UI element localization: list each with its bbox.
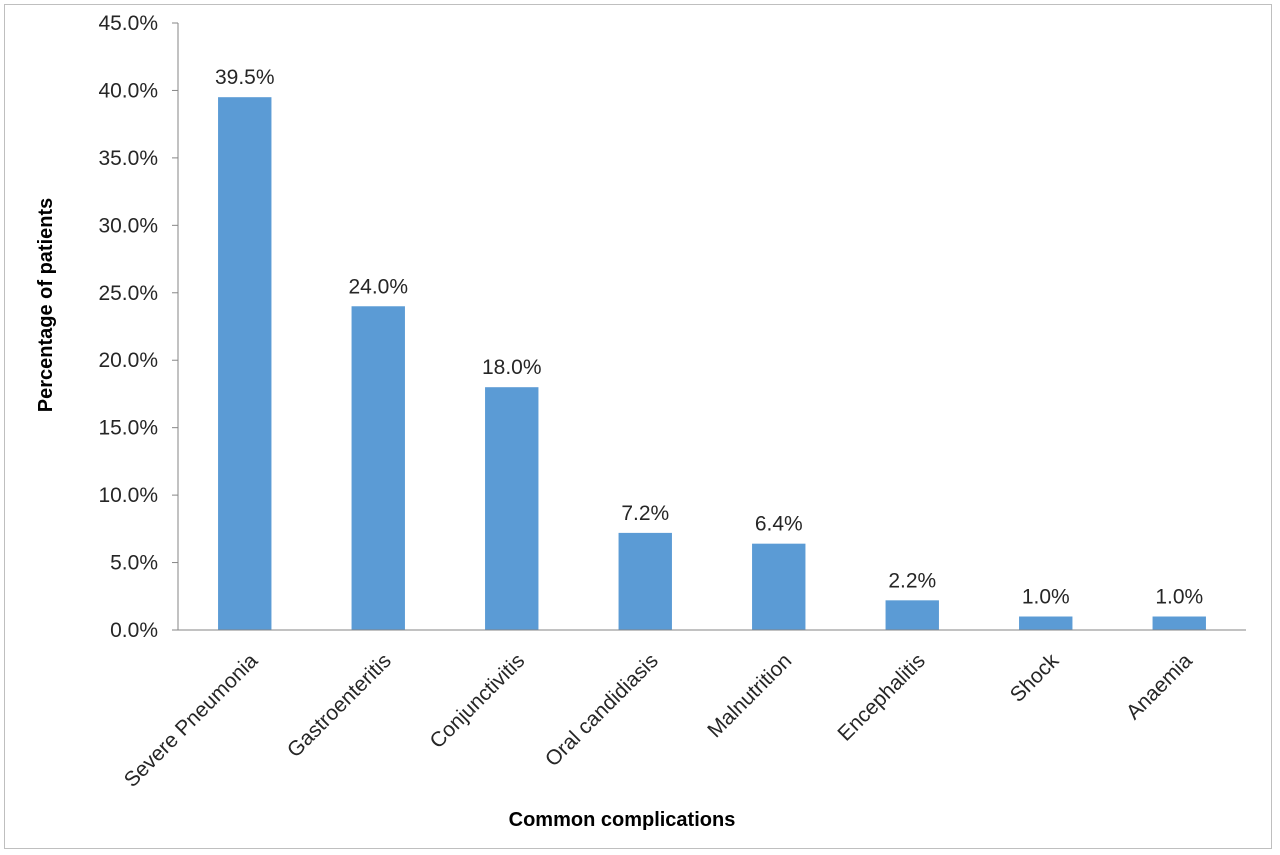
data-label: 18.0% — [482, 356, 542, 379]
bar — [218, 97, 272, 630]
data-label: 1.0% — [1022, 586, 1070, 609]
y-tick-label: 45.0% — [98, 12, 158, 35]
bar — [885, 600, 939, 630]
bar — [618, 532, 672, 630]
data-label: 24.0% — [348, 275, 408, 298]
data-label: 39.5% — [215, 66, 275, 89]
bar — [1019, 616, 1073, 630]
data-label: 6.4% — [755, 513, 803, 536]
bar — [351, 306, 405, 630]
bar — [1152, 616, 1206, 630]
x-tick-label: Encephalitis — [833, 649, 929, 745]
y-tick-label: 30.0% — [98, 214, 158, 237]
x-tick-label: Gastroenteritis — [283, 649, 396, 762]
x-axis-title: Common complications — [509, 809, 736, 831]
y-axis-title: Percentage of patients — [35, 198, 57, 413]
y-tick-label: 35.0% — [98, 147, 158, 170]
y-tick-label: 15.0% — [98, 417, 158, 440]
y-tick-label: 40.0% — [98, 79, 158, 102]
x-tick-label: Shock — [1006, 649, 1064, 707]
y-axis: 0.0% 5.0% 10.0% 15.0% 20.0% 25.0% 30.0% 35.0% 40… — [98, 12, 179, 642]
x-tick-label: Malnutrition — [703, 649, 796, 742]
y-tick-label: 0.0% — [110, 619, 158, 642]
data-label: 7.2% — [621, 502, 669, 525]
data-label: 2.2% — [888, 569, 936, 592]
x-tick-label: Oral candidiasis — [541, 649, 663, 771]
y-tick-label: 20.0% — [98, 349, 158, 372]
x-tick-label: Anaemia — [1122, 649, 1197, 724]
y-tick-label: 10.0% — [98, 484, 158, 507]
data-label: 1.0% — [1155, 586, 1203, 609]
bars: 39.5% 24.0% 18.0% 7.2% 6.4% 2.2% 1.0% 1.0% — [215, 66, 1206, 630]
y-tick-label: 25.0% — [98, 282, 158, 305]
x-tick-label: Severe Pneumonia — [120, 649, 263, 792]
x-axis: Severe Pneumonia Gastroenteritis Conjuncti… — [120, 629, 1246, 792]
chart-frame — [4, 4, 1272, 849]
bar — [752, 543, 806, 630]
y-tick-label: 5.0% — [110, 552, 158, 575]
x-tick-label: Conjunctivitis — [426, 649, 530, 753]
bar — [485, 387, 539, 630]
